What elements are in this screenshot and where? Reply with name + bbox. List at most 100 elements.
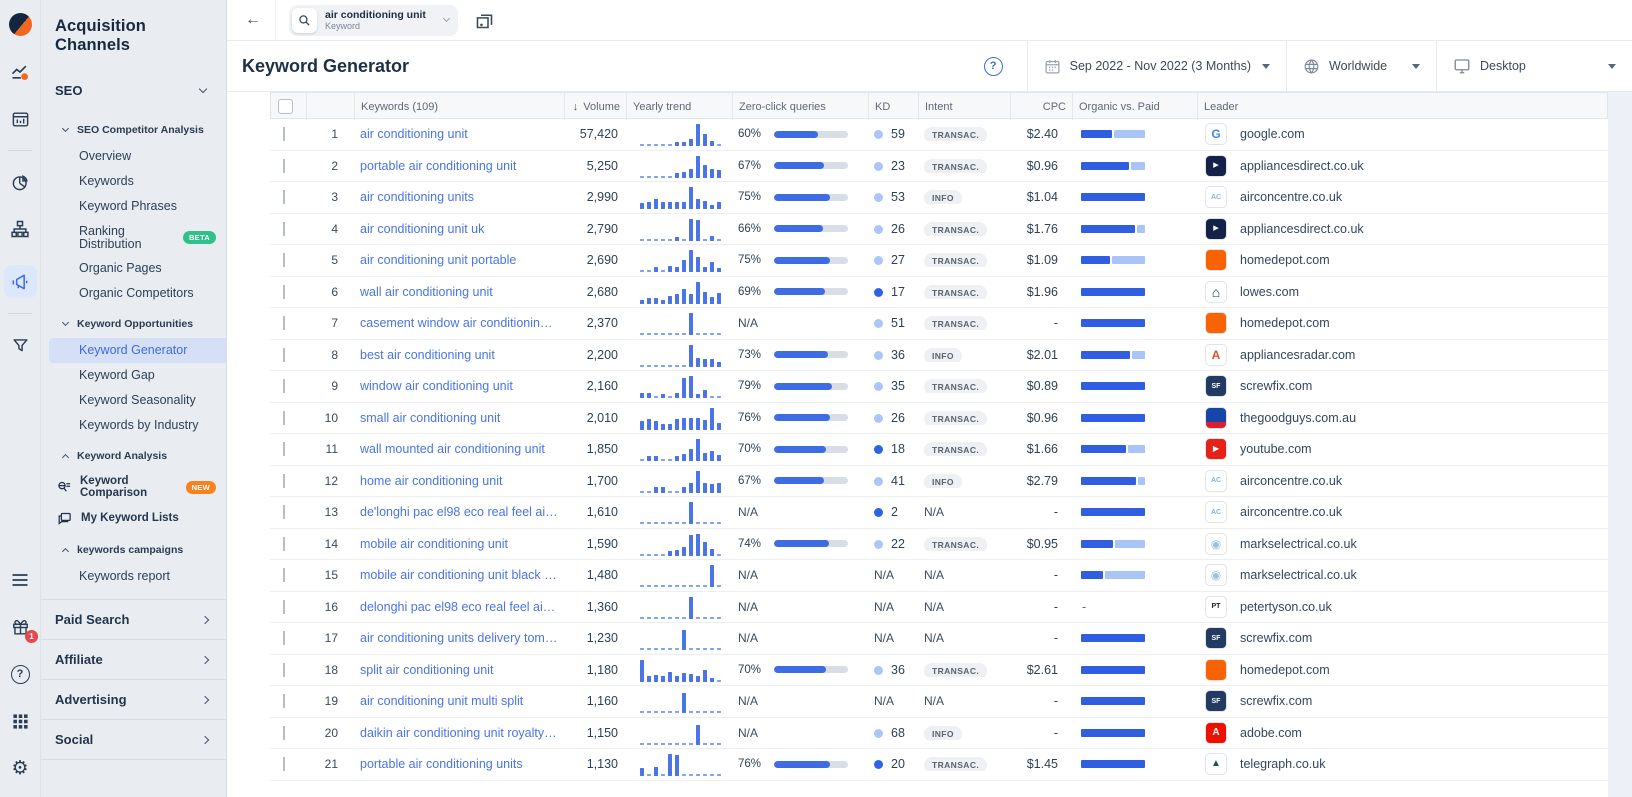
leader-domain[interactable]: screwfix.com xyxy=(1240,694,1313,709)
row-checkbox[interactable] xyxy=(283,568,285,583)
leader-domain[interactable]: homedepot.com xyxy=(1240,662,1330,677)
keyword-link[interactable]: wall air conditioning unit xyxy=(360,284,493,299)
leader-domain[interactable]: appliancesdirect.co.uk xyxy=(1240,221,1364,236)
keyword-link[interactable]: air conditioning unit xyxy=(360,127,468,142)
date-range-selector[interactable]: Sep 2022 - Nov 2022 (3 Months) xyxy=(1026,41,1286,91)
row-checkbox[interactable] xyxy=(283,725,285,740)
sidebar-group-advertising[interactable]: Advertising xyxy=(41,680,226,720)
keyword-search-selector[interactable]: air conditioning unit Keyword xyxy=(289,4,458,36)
row-checkbox[interactable] xyxy=(283,694,285,709)
leader-domain[interactable]: screwfix.com xyxy=(1240,379,1313,394)
menu-icon[interactable] xyxy=(9,569,31,591)
row-checkbox[interactable] xyxy=(283,190,285,205)
keyword-link[interactable]: air conditioning unit portable xyxy=(360,253,517,268)
sidebar-item-keyword-phrases[interactable]: Keyword Phrases xyxy=(79,199,177,214)
keyword-link[interactable]: casement window air conditioning … xyxy=(360,316,558,331)
leader-domain[interactable]: airconcentre.co.uk xyxy=(1240,473,1343,488)
similarweb-logo[interactable] xyxy=(8,13,32,36)
leader-domain[interactable]: airconcentre.co.uk xyxy=(1240,505,1343,520)
add-comparison-icon[interactable] xyxy=(474,10,495,31)
sidebar-item-organic-pages[interactable]: Organic Pages xyxy=(79,261,162,276)
row-checkbox[interactable] xyxy=(283,347,285,362)
row-checkbox[interactable] xyxy=(283,536,285,551)
select-all-checkbox[interactable] xyxy=(278,99,293,114)
row-checkbox[interactable] xyxy=(283,442,285,457)
section-header-keyword-opportunities[interactable]: Keyword Opportunities xyxy=(41,306,226,338)
megaphone-icon[interactable] xyxy=(3,265,37,298)
row-checkbox[interactable] xyxy=(283,631,285,646)
leader-domain[interactable]: appliancesradar.com xyxy=(1240,347,1356,362)
region-selector[interactable]: Worldwide xyxy=(1286,41,1436,91)
keyword-link[interactable]: mobile air conditioning unit xyxy=(360,536,509,551)
leader-domain[interactable]: google.com xyxy=(1240,127,1305,142)
leader-domain[interactable]: adobe.com xyxy=(1240,725,1302,740)
sidebar-item-keyword-generator[interactable]: Keyword Generator xyxy=(49,338,226,363)
keyword-link[interactable]: wall mounted air conditioning unit xyxy=(360,442,545,457)
keyword-link[interactable]: portable air conditioning units xyxy=(360,757,523,772)
row-checkbox[interactable] xyxy=(283,599,285,614)
section-header-keyword-analysis[interactable]: Keyword Analysis xyxy=(41,438,226,470)
row-checkbox[interactable] xyxy=(283,253,285,268)
keyword-link[interactable]: de'longhi pac el98 eco real feel air … xyxy=(360,505,558,520)
scroll-gutter[interactable] xyxy=(1608,92,1632,797)
device-selector[interactable]: Desktop xyxy=(1436,41,1632,91)
keyword-link[interactable]: small air conditioning unit xyxy=(360,410,501,425)
leader-domain[interactable]: airconcentre.co.uk xyxy=(1240,190,1343,205)
keyword-link[interactable]: delonghi pac el98 eco real feel air … xyxy=(360,599,558,614)
apps-grid-icon[interactable] xyxy=(9,710,31,732)
sidebar-item-keyword-gap[interactable]: Keyword Gap xyxy=(79,368,155,383)
settings-gear-icon[interactable]: ⚙ xyxy=(11,757,29,779)
keyword-link[interactable]: air conditioning unit multi split xyxy=(360,694,524,709)
leader-domain[interactable]: homedepot.com xyxy=(1240,316,1330,331)
row-checkbox[interactable] xyxy=(283,158,285,173)
leader-domain[interactable]: markselectrical.co.uk xyxy=(1240,568,1357,583)
leader-domain[interactable]: lowes.com xyxy=(1240,284,1300,299)
leader-domain[interactable]: appliancesdirect.co.uk xyxy=(1240,158,1364,173)
keyword-link[interactable]: window air conditioning unit xyxy=(360,379,513,394)
sidebar-group-paid-search[interactable]: Paid Search xyxy=(41,600,226,640)
sitemap-icon[interactable] xyxy=(9,218,31,240)
keyword-link[interactable]: home air conditioning unit xyxy=(360,473,503,488)
row-checkbox[interactable] xyxy=(283,757,285,772)
keyword-link[interactable]: portable air conditioning unit xyxy=(360,158,517,173)
row-checkbox[interactable] xyxy=(283,505,285,520)
sidebar-item-keywords-report[interactable]: Keywords report xyxy=(79,569,171,584)
leader-domain[interactable]: thegoodguys.com.au xyxy=(1240,410,1357,425)
sidebar-item-my-keyword-lists[interactable]: My Keyword Lists xyxy=(41,505,226,532)
sidebar-item-seo[interactable]: SEO xyxy=(41,69,226,112)
keyword-link[interactable]: air conditioning unit uk xyxy=(360,221,485,236)
leader-domain[interactable]: markselectrical.co.uk xyxy=(1240,536,1357,551)
sidebar-item-keywords-by-industry[interactable]: Keywords by Industry xyxy=(79,418,199,433)
back-arrow-icon[interactable]: ← xyxy=(245,11,261,28)
row-checkbox[interactable] xyxy=(283,127,285,142)
leader-domain[interactable]: screwfix.com xyxy=(1240,631,1313,646)
sidebar-item-keyword-comparison[interactable]: Keyword Comparison NEW xyxy=(41,470,226,505)
sidebar-group-social[interactable]: Social xyxy=(41,720,226,760)
gift-icon[interactable]: 1 xyxy=(9,616,38,643)
keyword-link[interactable]: air conditioning units delivery tom… xyxy=(360,631,558,646)
sidebar-item-ranking-distribution[interactable]: Ranking Distribution BETA xyxy=(41,219,226,256)
pie-chart-icon[interactable] xyxy=(9,171,31,193)
volume-column-header[interactable]: ↓ Volume xyxy=(565,93,627,120)
leader-domain[interactable]: youtube.com xyxy=(1240,442,1312,457)
sidebar-group-affiliate[interactable]: Affiliate xyxy=(41,640,226,680)
row-checkbox[interactable] xyxy=(283,410,285,425)
leader-domain[interactable]: petertyson.co.uk xyxy=(1240,599,1332,614)
keyword-link[interactable]: best air conditioning unit xyxy=(360,347,495,362)
help-icon[interactable]: ? xyxy=(9,663,31,685)
row-checkbox[interactable] xyxy=(283,662,285,677)
row-checkbox[interactable] xyxy=(283,379,285,394)
row-checkbox[interactable] xyxy=(283,316,285,331)
sidebar-item-keyword-seasonality[interactable]: Keyword Seasonality xyxy=(79,393,196,408)
section-header-keywords-campaigns[interactable]: keywords campaigns xyxy=(41,532,226,564)
row-checkbox[interactable] xyxy=(283,473,285,488)
page-help-icon[interactable]: ? xyxy=(983,56,1003,76)
keyword-link[interactable]: daikin air conditioning unit royalty … xyxy=(360,725,558,740)
sidebar-item-keywords[interactable]: Keywords xyxy=(79,174,134,189)
section-header-seo-competitor-analysis[interactable]: SEO Competitor Analysis xyxy=(41,112,226,144)
sidebar-item-organic-competitors[interactable]: Organic Competitors xyxy=(79,286,194,301)
row-checkbox[interactable] xyxy=(283,221,285,236)
sidebar-item-overview[interactable]: Overview xyxy=(79,149,132,164)
keyword-link[interactable]: mobile air conditioning unit black f… xyxy=(360,568,558,583)
funnel-icon[interactable] xyxy=(9,334,31,356)
